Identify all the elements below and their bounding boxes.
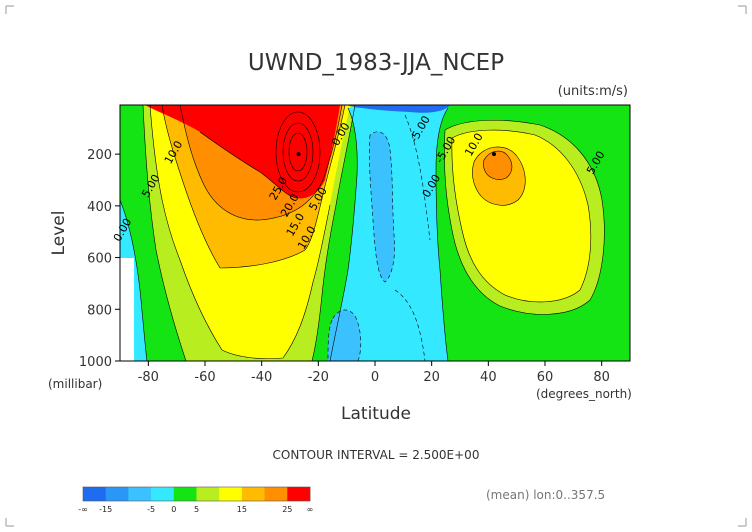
corner-marks xyxy=(5,5,747,527)
y-tick-label: 800 xyxy=(87,303,112,318)
contour-interval: CONTOUR INTERVAL = 2.500E+00 xyxy=(273,448,480,462)
y-tick-label: 400 xyxy=(87,200,112,215)
x-tick-label: -80 xyxy=(138,370,159,385)
contour-lines xyxy=(120,105,605,361)
topography-mask xyxy=(120,258,134,361)
y-axis: 200 400 600 800 1000 xyxy=(79,148,120,370)
colorbar-bin xyxy=(219,487,243,501)
x-tick-label: -60 xyxy=(194,370,215,385)
x-units-label: (degrees_north) xyxy=(536,387,632,401)
fill-equator-5 xyxy=(369,131,395,282)
colorbar-bin xyxy=(287,487,311,501)
x-tick-label: 20 xyxy=(423,370,440,385)
x-tick-label: 0 xyxy=(371,370,379,385)
x-tick-label: 60 xyxy=(537,370,554,385)
fill-north-20 xyxy=(483,151,512,180)
colorbar-bin xyxy=(241,487,265,501)
colorbar-frame xyxy=(82,486,311,502)
fill-south-25 xyxy=(145,105,340,199)
footer-note: (mean) lon:0..357.5 xyxy=(486,488,605,502)
chart-title: UWND_1983-JJA_NCEP xyxy=(248,50,504,76)
colorbar: -∞ -15 -5 0 5 15 25 ∞ xyxy=(78,486,314,514)
colorbar-bin xyxy=(264,487,288,501)
x-tick-label: -20 xyxy=(308,370,329,385)
y-tick-label: 1000 xyxy=(79,355,112,370)
jet-markers xyxy=(296,152,496,157)
y-axis-label: Level xyxy=(49,211,69,256)
y-units-label: (millibar) xyxy=(48,377,102,391)
colorbar-tick-label: 0 xyxy=(171,505,176,514)
jet-core-marker xyxy=(492,152,496,157)
x-tick-label: -40 xyxy=(251,370,272,385)
colorbar-bin xyxy=(151,487,175,501)
colorbar-tick-label: -∞ xyxy=(78,505,88,514)
colorbar-tick-label: ∞ xyxy=(307,505,314,514)
colorbar-tick-label: 25 xyxy=(282,505,292,514)
fill-stratosphere-easterly xyxy=(345,105,450,113)
fill-equator-5b xyxy=(328,309,361,361)
colorbar-tick-label: -15 xyxy=(99,505,112,514)
units-label: (units:m/s) xyxy=(558,84,628,99)
jet-core-marker xyxy=(296,152,301,157)
x-tick-label: 80 xyxy=(593,370,610,385)
y-tick-label: 200 xyxy=(87,148,112,163)
colorbar-tick-label: 5 xyxy=(194,505,199,514)
colorbar-bin xyxy=(128,487,152,501)
colorbar-bin xyxy=(105,487,129,501)
y-tick-label: 600 xyxy=(87,252,112,267)
colorbar-bin xyxy=(173,487,197,501)
x-axis: -80 -60 -40 -20 0 20 40 60 80 xyxy=(138,361,610,385)
x-tick-label: 40 xyxy=(480,370,497,385)
colorbar-bin xyxy=(196,487,220,501)
colorbar-tick-label: -5 xyxy=(147,505,155,514)
colorbar-tick-label: 15 xyxy=(237,505,247,514)
x-axis-label: Latitude xyxy=(341,404,411,424)
contour-lines-negative xyxy=(327,114,431,361)
colorbar-bin xyxy=(83,487,106,501)
